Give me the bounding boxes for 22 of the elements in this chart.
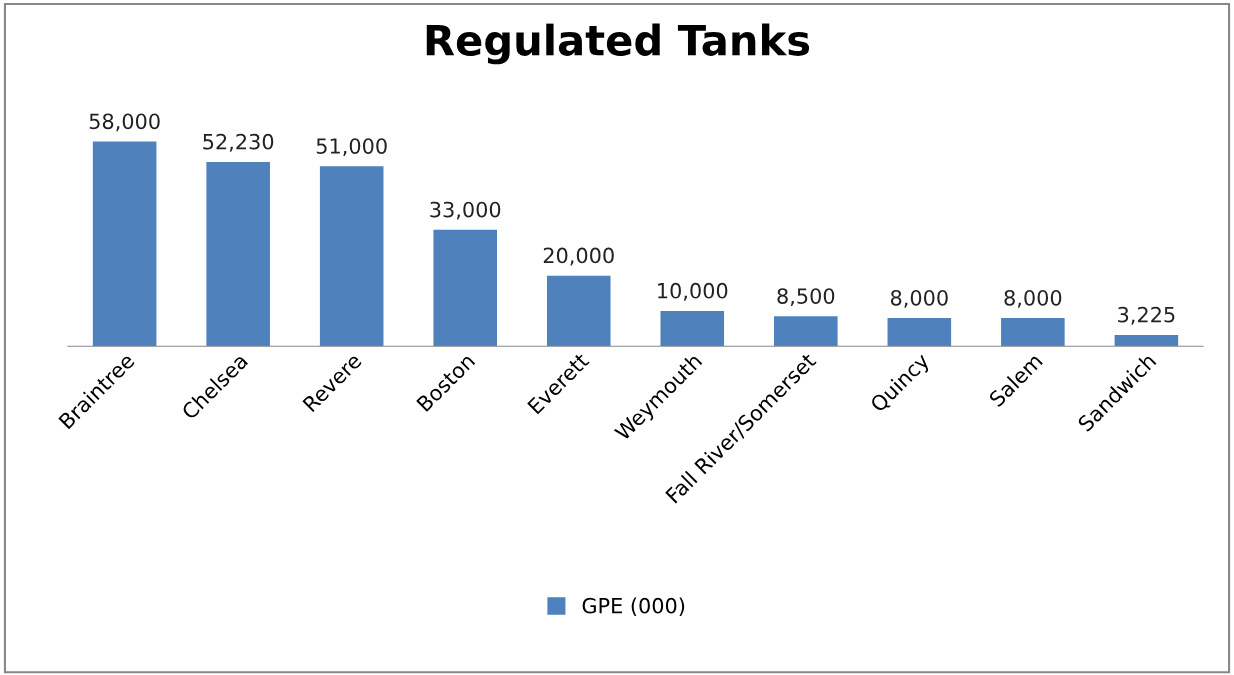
chart-title: Regulated Tanks	[426, 23, 810, 65]
bar	[774, 316, 838, 347]
data-label: 51,000	[316, 138, 387, 157]
legend-label: GPE (000)	[582, 597, 685, 616]
bar	[1001, 318, 1065, 347]
data-label: 58,000	[89, 113, 160, 132]
data-label: 33,000	[430, 201, 501, 220]
bar	[319, 166, 384, 347]
data-label: 3,225	[1118, 306, 1175, 325]
bar	[433, 229, 498, 347]
data-label: 10,000	[658, 282, 728, 301]
bar	[660, 310, 725, 347]
bar	[546, 275, 611, 347]
bar	[887, 318, 952, 347]
bar	[1114, 334, 1179, 347]
data-label: 8,000	[1004, 289, 1062, 308]
data-label: 8,000	[890, 289, 948, 308]
data-label: 52,230	[203, 133, 274, 152]
data-label: 8,500	[777, 288, 835, 307]
bar	[206, 161, 270, 347]
bar	[92, 141, 157, 347]
data-label: 20,000	[543, 247, 614, 266]
